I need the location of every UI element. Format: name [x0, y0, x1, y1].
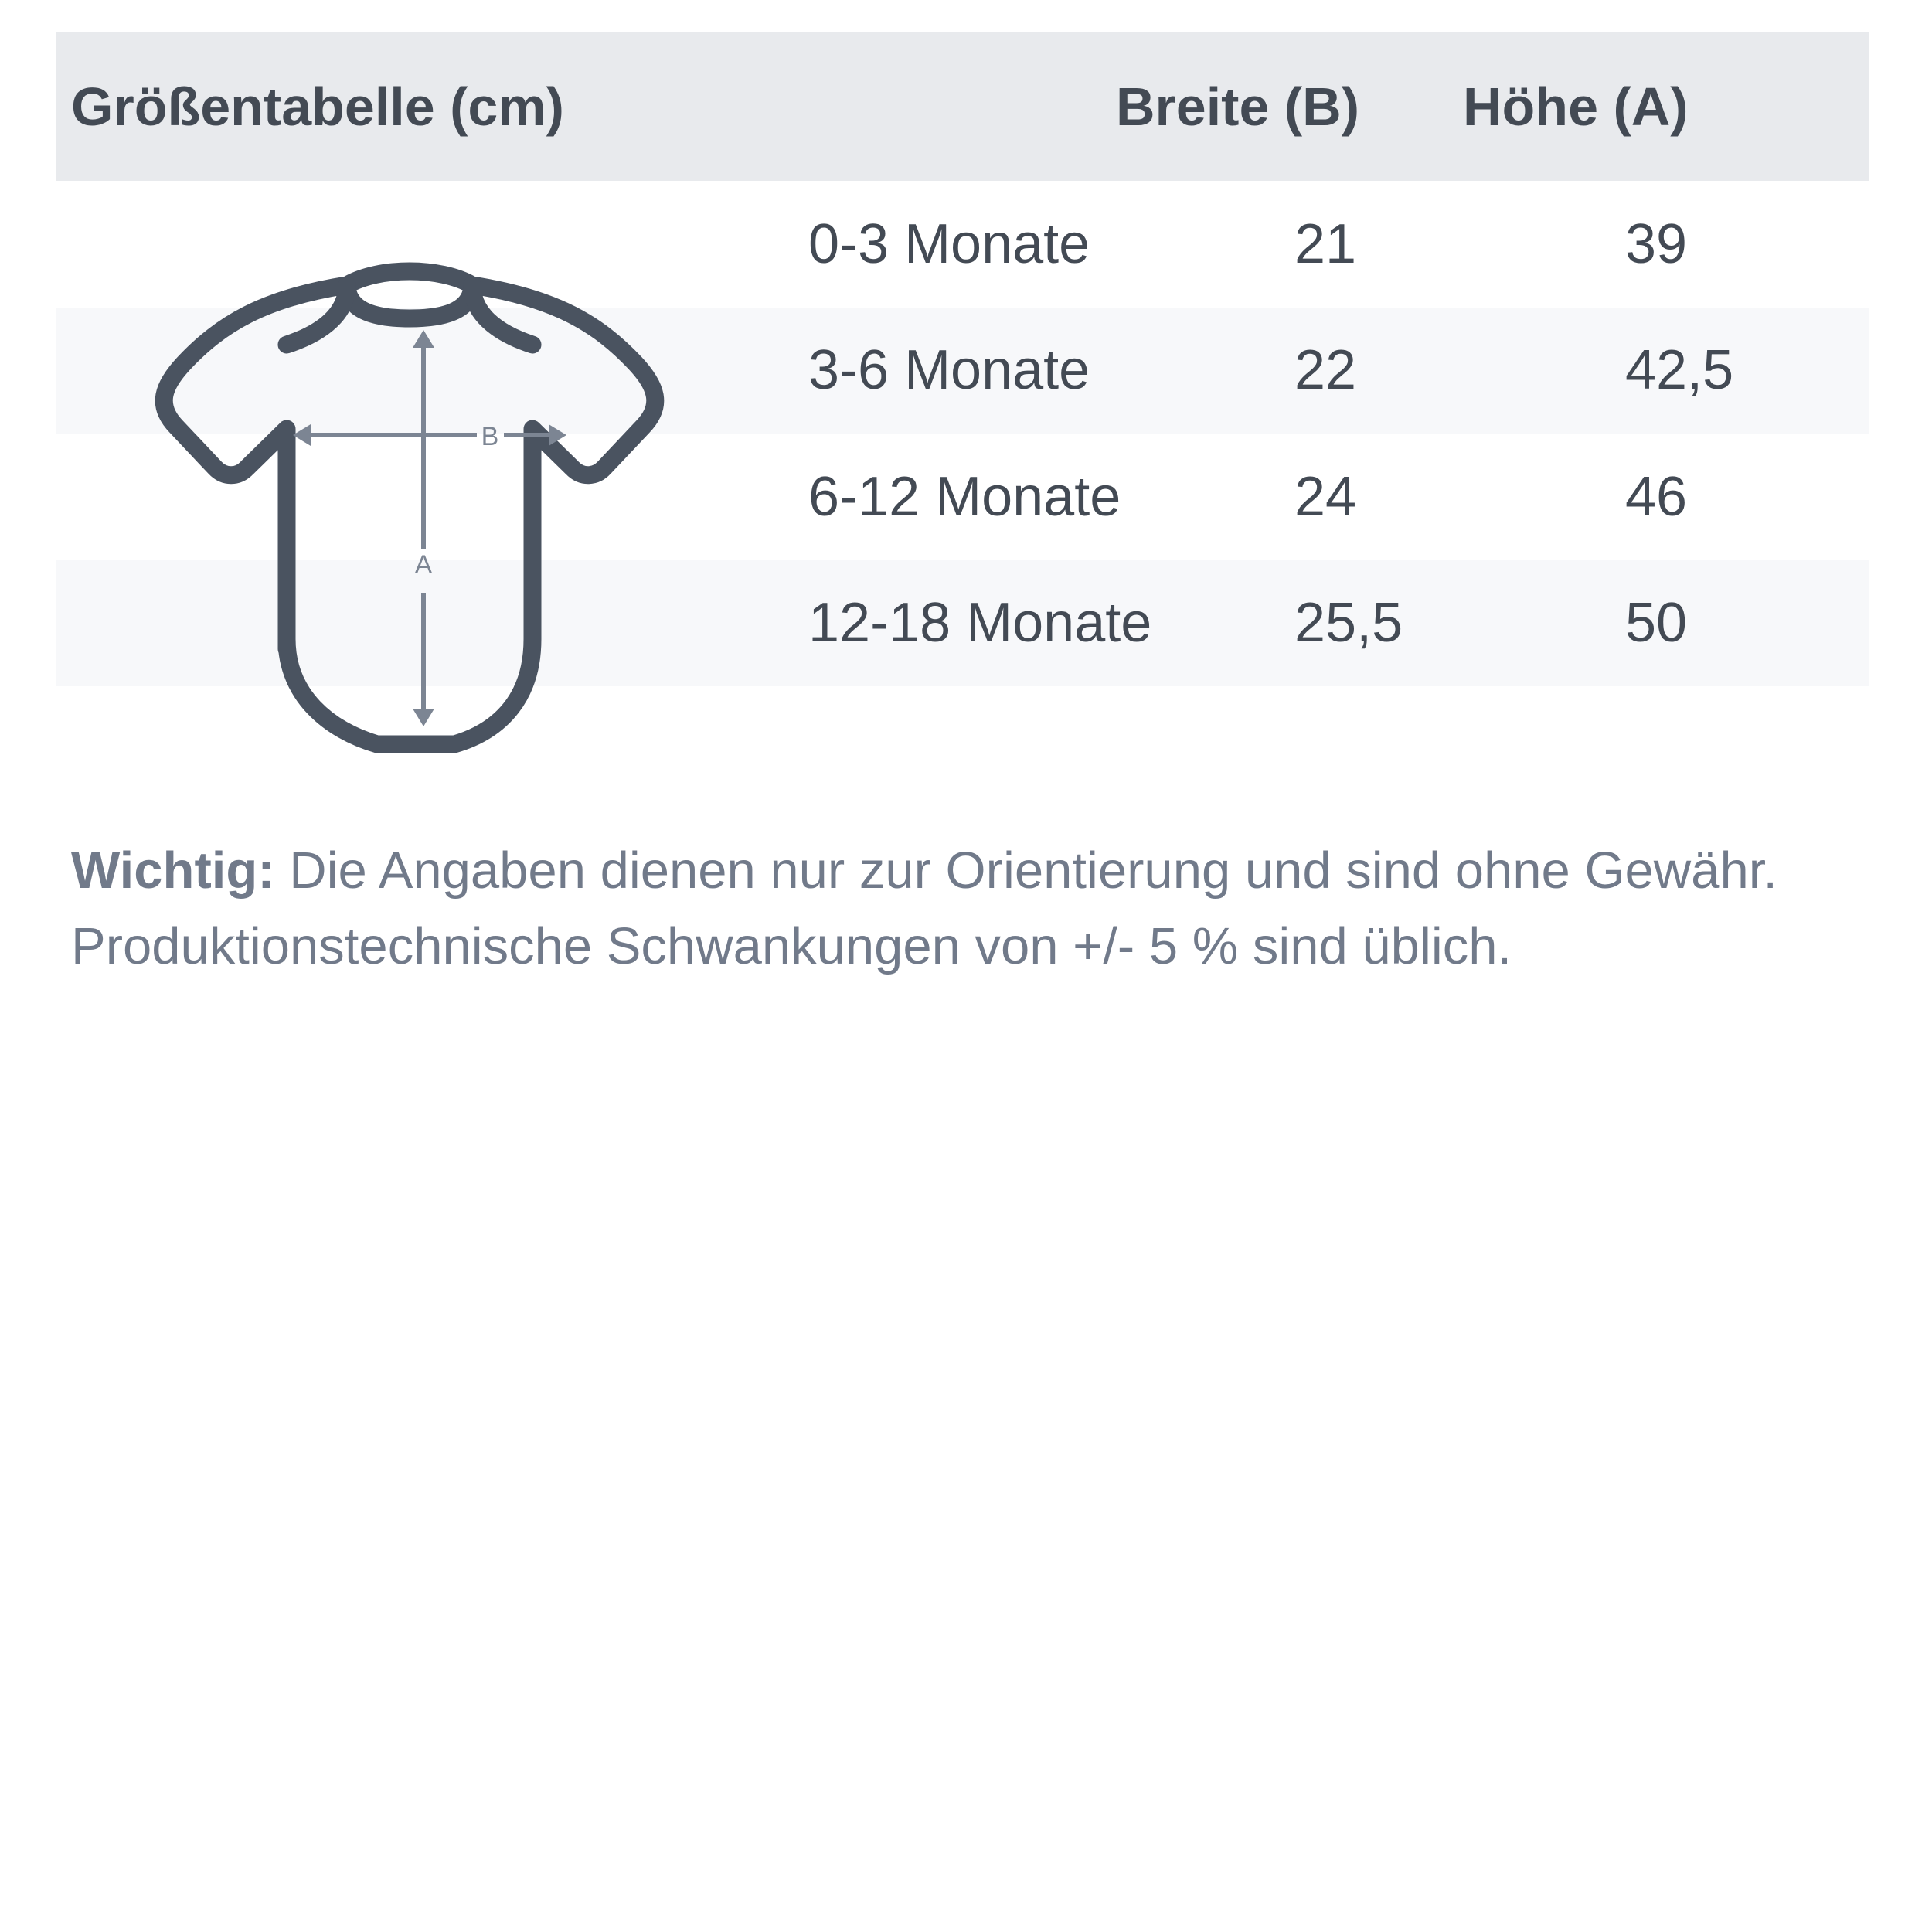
svg-text:A: A: [415, 550, 433, 580]
svg-text:B: B: [481, 422, 499, 451]
